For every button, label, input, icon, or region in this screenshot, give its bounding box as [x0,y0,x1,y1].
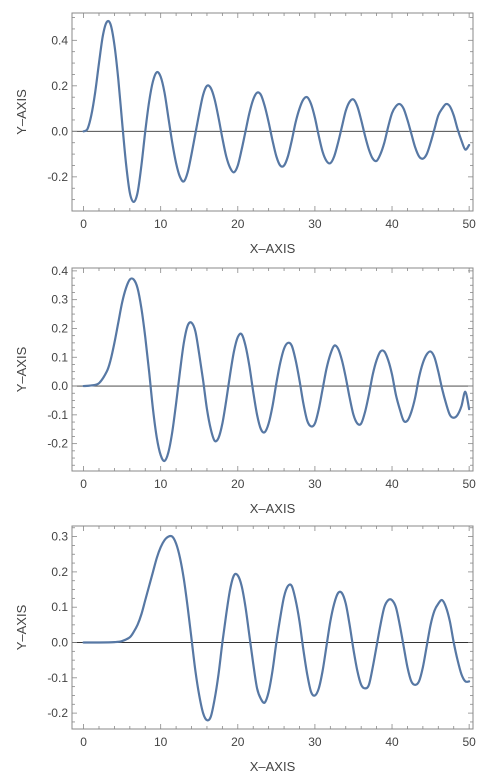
series-line-1 [82,19,471,203]
y-tick-label: 0.2 [51,321,68,335]
y-tick-label: -0.2 [47,706,68,720]
x-tick-label: 20 [231,735,245,749]
x-axis-title: X–AXIS [250,241,296,256]
x-tick-label: 40 [385,735,399,749]
chart-panel-2: 0 10 20 30 40 50 -0.2 -0.1 0.0 0.1 0.2 0.3 0.4 X–AXIS… [14,264,476,516]
y-tick-label: 0.4 [51,264,68,278]
x-tick-label: 40 [385,477,399,491]
y-axis-title: Y–AXIS [14,604,29,650]
x-tick-label: 0 [80,217,87,231]
y-tick-label: -0.2 [47,437,68,451]
y-tick-label: 0.3 [51,530,68,544]
x-tick-label: 50 [462,217,476,231]
x-tick-label: 30 [308,217,322,231]
plot-frame [71,267,474,472]
x-axis-title: X–AXIS [250,759,296,774]
y-tick-label: 0.0 [51,379,68,393]
x-tick-label: 30 [308,735,322,749]
y-tick-label: 0.0 [51,636,68,650]
x-tick-label: 30 [308,477,322,491]
y-tick-label: 0.2 [51,79,68,93]
x-tick-label: 50 [462,735,476,749]
y-tick-label: 0.3 [51,293,68,307]
y-axis-title: Y–AXIS [14,346,29,392]
y-tick-label: 0.1 [51,600,68,614]
x-tick-label: 20 [231,477,245,491]
y-tick-label: 0.0 [51,124,68,138]
y-tick-label: -0.2 [47,170,68,184]
y-axis-title: Y–AXIS [14,89,29,135]
x-tick-label: 0 [80,477,87,491]
x-tick-label: 20 [231,217,245,231]
y-tick-label: 0.1 [51,350,68,364]
y-tick-label: 0.4 [51,33,68,47]
y-tick-label: -0.1 [47,408,68,422]
x-axis-title: X–AXIS [250,501,296,516]
y-tick-label: 0.2 [51,565,68,579]
plot-frame [71,525,474,730]
x-tick-label: 10 [154,217,168,231]
plot-frame [71,12,474,212]
series-line-1 [82,534,471,722]
chart-panel-3: 0 10 20 30 40 50 -0.2 -0.1 0.0 0.1 0.2 0.3 X–AXIS Y–A… [14,525,476,774]
x-tick-label: 50 [462,477,476,491]
x-tick-label: 40 [385,217,399,231]
x-tick-label: 10 [154,735,168,749]
x-tick-label: 0 [80,735,87,749]
y-tick-label: -0.1 [47,671,68,685]
x-tick-label: 10 [154,477,168,491]
series-line-1 [82,277,471,463]
chart-panel-1: 0 10 20 30 40 50 -0.2 0.0 0.2 0.4 X–AXIS Y–AXIS [14,12,476,256]
